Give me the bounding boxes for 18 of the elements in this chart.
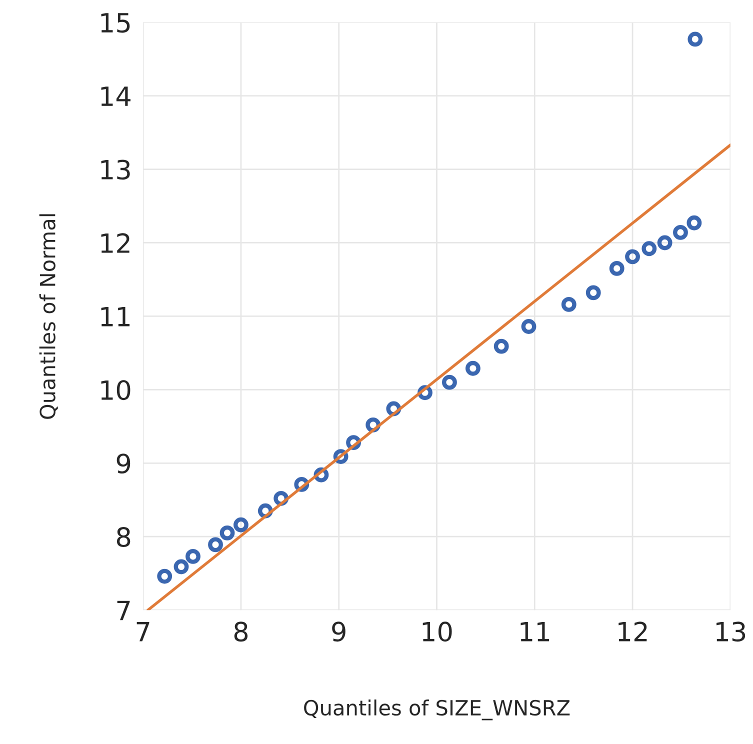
y-tick-label: 14 bbox=[101, 86, 130, 106]
y-tick-label: 13 bbox=[101, 160, 130, 180]
x-tick-label: 7 bbox=[136, 622, 150, 642]
y-tick-label: 15 bbox=[101, 13, 130, 33]
y-axis-title: Quantiles of Normal bbox=[39, 214, 58, 419]
y-tick-label: 8 bbox=[116, 527, 130, 548]
x-tick-label: 10 bbox=[422, 622, 452, 642]
x-tick-label: 13 bbox=[716, 622, 746, 642]
x-tick-label: 8 bbox=[234, 622, 248, 642]
y-tick-label: 7 bbox=[117, 600, 130, 620]
x-axis-title: Quantiles of SIZE_WNSRZ bbox=[304, 700, 570, 720]
y-tick-label: 9 bbox=[116, 454, 130, 474]
x-tick-label: 11 bbox=[520, 622, 549, 642]
x-tick-label: 12 bbox=[618, 622, 647, 642]
y-tick-label: 10 bbox=[101, 380, 130, 400]
x-tick-label: 9 bbox=[332, 622, 346, 642]
y-tick-label: 11 bbox=[101, 306, 130, 326]
y-tick-label: 12 bbox=[101, 233, 130, 253]
